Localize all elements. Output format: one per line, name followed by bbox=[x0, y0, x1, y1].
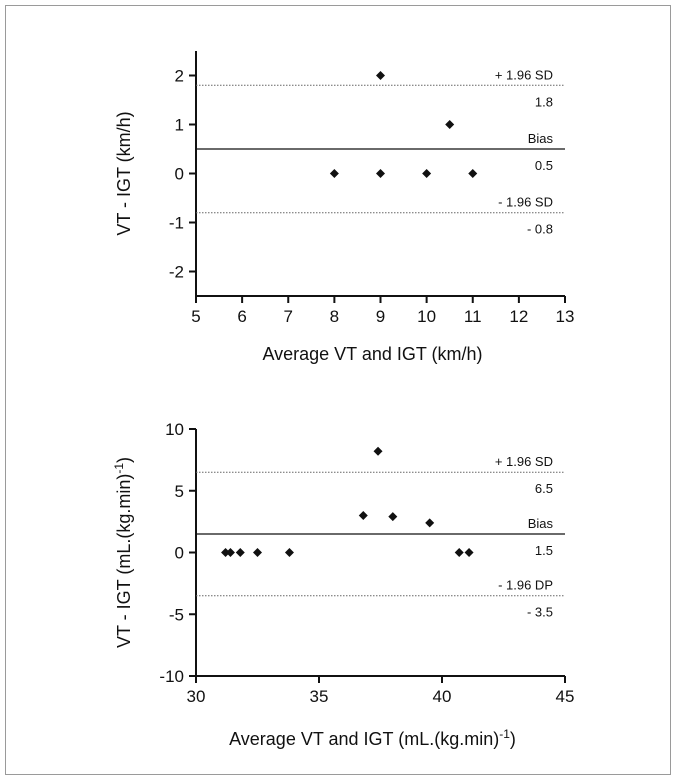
x-axis-title: Average VT and IGT (km/h) bbox=[262, 344, 482, 364]
x-tick-label: 11 bbox=[464, 307, 482, 326]
data-point bbox=[373, 446, 383, 456]
x-tick-label: 9 bbox=[376, 307, 385, 326]
reference-line-value: 1.8 bbox=[535, 94, 553, 109]
x-tick-label: 10 bbox=[417, 307, 436, 326]
y-tick-label: 0 bbox=[175, 165, 184, 184]
x-tick-label: 13 bbox=[556, 307, 575, 326]
data-point bbox=[445, 120, 455, 129]
y-tick-label: -5 bbox=[169, 605, 184, 624]
figure-frame bbox=[5, 5, 671, 775]
data-point bbox=[464, 548, 474, 557]
data-point bbox=[454, 548, 464, 557]
reference-line-value: 0.5 bbox=[535, 158, 553, 173]
reference-line-value: - 0.8 bbox=[527, 222, 553, 237]
x-tick-label: 30 bbox=[187, 687, 206, 706]
data-point bbox=[221, 548, 231, 557]
data-point bbox=[468, 169, 478, 178]
y-axis-title: VT - IGT (km/h) bbox=[114, 111, 134, 235]
y-tick-label: 5 bbox=[175, 482, 184, 501]
x-tick-label: 35 bbox=[310, 687, 329, 706]
x-tick-label: 7 bbox=[284, 307, 293, 326]
y-tick-label: 10 bbox=[165, 420, 184, 439]
data-point bbox=[388, 512, 398, 522]
reference-line-label: + 1.96 SD bbox=[495, 454, 553, 469]
y-tick-label: 1 bbox=[175, 116, 184, 135]
x-tick-label: 45 bbox=[556, 687, 575, 706]
chart-bottom-vo2: 30 35 40 45 -10 -5 0 5 10 Average VT and IGT (mL.… bbox=[112, 420, 574, 749]
y-tick-label: -1 bbox=[169, 214, 184, 233]
data-point bbox=[358, 510, 368, 520]
reference-line-label: - 1.96 SD bbox=[498, 195, 553, 210]
reference-line-label: - 1.96 DP bbox=[498, 578, 553, 593]
reference-line-value: 6.5 bbox=[535, 481, 553, 496]
x-tick-label: 12 bbox=[509, 307, 528, 326]
y-axis-title: VT - IGT (mL.(kg.min)-1) bbox=[112, 457, 134, 648]
x-axis-title: Average VT and IGT (mL.(kg.min)-1) bbox=[229, 727, 516, 749]
data-point bbox=[376, 71, 385, 80]
data-point bbox=[253, 548, 262, 557]
x-tick-label: 8 bbox=[330, 307, 339, 326]
data-point bbox=[235, 548, 245, 557]
data-point bbox=[329, 169, 339, 178]
data-point bbox=[376, 169, 385, 178]
data-point bbox=[422, 169, 432, 178]
reference-line-label: + 1.96 SD bbox=[495, 67, 553, 82]
data-point bbox=[284, 548, 294, 557]
reference-line-label: Bias bbox=[528, 516, 554, 531]
y-tick-label: -2 bbox=[169, 263, 184, 282]
x-tick-label: 5 bbox=[191, 307, 200, 326]
reference-line-value: 1.5 bbox=[535, 543, 553, 558]
y-tick-label: 0 bbox=[175, 544, 184, 563]
x-tick-label: 40 bbox=[433, 687, 452, 706]
reference-line-label: Bias bbox=[528, 131, 554, 146]
data-point bbox=[225, 548, 235, 557]
data-point bbox=[425, 518, 435, 528]
reference-line-value: - 3.5 bbox=[527, 605, 553, 620]
y-tick-label: 2 bbox=[175, 67, 184, 86]
x-tick-label: 6 bbox=[237, 307, 246, 326]
y-tick-label: -10 bbox=[159, 667, 184, 686]
